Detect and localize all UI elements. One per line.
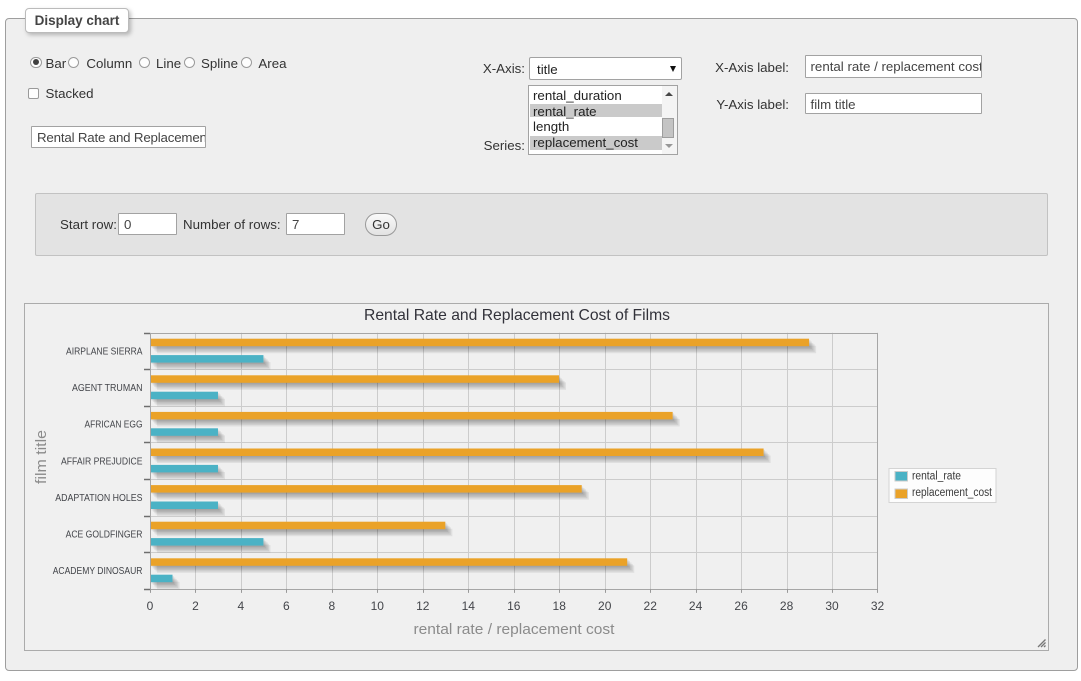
svg-text:30: 30 xyxy=(825,599,839,613)
svg-text:2: 2 xyxy=(192,599,199,613)
svg-text:ADAPTATION HOLES: ADAPTATION HOLES xyxy=(55,493,142,504)
svg-text:20: 20 xyxy=(598,599,612,613)
svg-text:4: 4 xyxy=(238,599,245,613)
svg-text:32: 32 xyxy=(871,599,885,613)
svg-text:6: 6 xyxy=(283,599,290,613)
svg-text:film title: film title xyxy=(34,430,50,484)
svg-text:18: 18 xyxy=(553,599,567,613)
svg-text:22: 22 xyxy=(644,599,658,613)
svg-text:12: 12 xyxy=(416,599,430,613)
svg-text:rental rate / replacement cost: rental rate / replacement cost xyxy=(414,621,616,638)
svg-text:10: 10 xyxy=(371,599,385,613)
svg-text:ACADEMY DINOSAUR: ACADEMY DINOSAUR xyxy=(53,566,143,577)
svg-text:ACE GOLDFINGER: ACE GOLDFINGER xyxy=(66,530,143,541)
svg-text:26: 26 xyxy=(734,599,748,613)
svg-text:14: 14 xyxy=(462,599,476,613)
svg-text:28: 28 xyxy=(780,599,794,613)
svg-text:rental_rate: rental_rate xyxy=(912,471,961,483)
svg-text:AFFAIR PREJUDICE: AFFAIR PREJUDICE xyxy=(61,456,143,467)
svg-text:Rental Rate and Replacement Co: Rental Rate and Replacement Cost of Film… xyxy=(364,307,670,324)
svg-text:8: 8 xyxy=(329,599,336,613)
svg-text:24: 24 xyxy=(689,599,703,613)
svg-text:replacement_cost: replacement_cost xyxy=(912,487,993,499)
svg-text:0: 0 xyxy=(147,599,154,613)
svg-text:AGENT TRUMAN: AGENT TRUMAN xyxy=(72,383,143,394)
svg-text:16: 16 xyxy=(507,599,521,613)
svg-text:AFRICAN EGG: AFRICAN EGG xyxy=(85,420,143,431)
svg-text:AIRPLANE SIERRA: AIRPLANE SIERRA xyxy=(66,347,143,358)
